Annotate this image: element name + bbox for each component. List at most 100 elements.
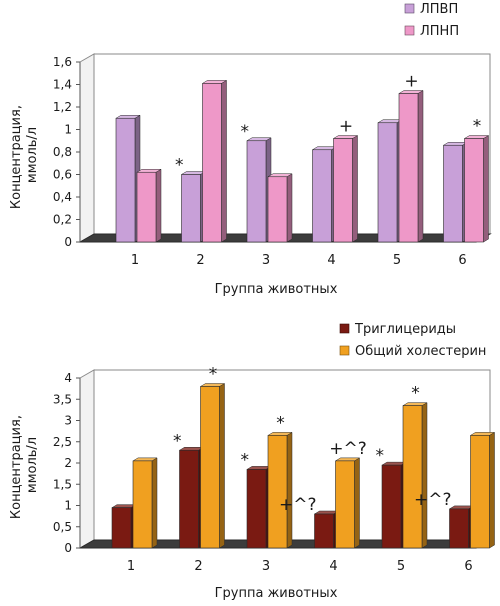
chart-1-bar [311, 146, 338, 243]
chart-1-category-label: 4 [327, 253, 335, 268]
chart-2-bar [199, 383, 226, 549]
chart-2-significance-mark: +^? [414, 490, 452, 510]
chart-2-bar [469, 431, 496, 549]
chart-2-bar-side [489, 431, 495, 549]
chart-2-category-label: 3 [262, 559, 270, 574]
chart-1-bar [267, 173, 293, 243]
chart-2-bar-front [381, 464, 402, 549]
chart-2-bar-side [286, 431, 293, 549]
chart-2-ylabel-line-2: ммоль/л [25, 437, 40, 493]
chart-1-bar-front [377, 122, 398, 243]
chart-2-bar [402, 402, 428, 549]
chart-2-ylabel-line-1: Концентрация, [9, 415, 24, 519]
chart-2-bar-front [132, 460, 153, 549]
legend-label-triglycerides: Триглицериды [354, 322, 456, 337]
chart-2-ylabel: Концентрация, ммоль/л [9, 411, 40, 519]
chart-1-ytick-label: 0,4 [53, 190, 72, 204]
chart-2-bar-front [449, 508, 469, 549]
chart-2-category-label: 6 [464, 559, 472, 574]
chart-1-side-wall [79, 53, 95, 243]
chart-2-significance-mark: * [376, 446, 385, 466]
chart-1-bar-side [417, 90, 424, 243]
chart-2-significance-mark: +^? [329, 439, 367, 459]
chart-2-significance-mark: +^? [279, 495, 317, 515]
chart-2-legend: Триглицериды Общий холестерин [339, 322, 486, 359]
chart-2-category-label: 4 [329, 559, 337, 574]
chart-1-ytick-label: 1,6 [53, 55, 72, 69]
chart-2-ytick-label: 0,5 [53, 520, 72, 534]
chart-1-bar [115, 114, 141, 243]
legend-swatch-ldl [404, 25, 415, 36]
chart-1-bar-front [443, 144, 463, 243]
chart-1-ylabel: Концентрация, ммоль/л [9, 101, 40, 209]
chart-1-ytick-label: 0,8 [53, 145, 72, 159]
chart-1-ytick-label: 1,4 [53, 78, 72, 92]
chart-2-significance-mark: * [411, 384, 420, 404]
chart-2-significance-mark: * [209, 365, 218, 385]
chart-1-significance-mark: * [241, 122, 250, 142]
chart-1-bar-front [202, 83, 222, 243]
legend-label-ldl: ЛПНП [420, 24, 459, 39]
chart-2-bar [111, 504, 137, 549]
chart-1-bar [180, 171, 207, 243]
chart-1-bar [201, 79, 228, 243]
chart-1-bar-front [398, 93, 419, 243]
chart-2-bar-side [421, 402, 428, 549]
chart-1-bar-side [221, 79, 227, 243]
chart-2-ytick-label: 1 [64, 499, 72, 513]
chart-1-bar [398, 90, 424, 243]
chart-1-significance-mark: * [473, 117, 482, 137]
chart-2-bar [246, 465, 272, 549]
chart-2-ytick-label: 2 [64, 456, 72, 470]
chart-2-significance-mark: * [276, 413, 285, 433]
chart-2-bar-front [314, 513, 334, 549]
chart-2-bar [448, 505, 475, 549]
chart-2-bar [381, 461, 407, 549]
chart-2-bar [178, 446, 205, 549]
chart-2-bar-front [200, 386, 220, 549]
chart-2-ytick-label: 3,5 [53, 392, 72, 406]
chart-2-xlabel: Группа животных [215, 586, 338, 601]
chart-1-bar [463, 135, 490, 243]
chart-1-ytick-label: 1,2 [53, 100, 72, 114]
chart-1-xlabel: Группа животных [215, 282, 338, 297]
chart-1-bar [136, 168, 162, 243]
legend-swatch-hdl [404, 3, 415, 14]
chart-2-significance-mark: * [241, 450, 250, 470]
chart-2-bar-side [151, 457, 158, 549]
chart-1-significance-mark: * [175, 156, 184, 176]
chart-2-side-wall [79, 369, 95, 549]
chart-2-bar-front [179, 449, 199, 549]
chart-1-bar-side [352, 135, 358, 243]
chart-2-bar-side [219, 383, 225, 549]
chart-1-ylabel-line-1: Концентрация, [9, 105, 24, 209]
chart-2-category-label: 1 [127, 559, 135, 574]
chart-2-ytick-label: 0 [64, 541, 72, 555]
chart-1-bar-front [333, 138, 353, 243]
chart-2-bar [334, 457, 361, 549]
chart-2-bar-front [111, 507, 132, 549]
chart-1-bar-front [181, 174, 201, 243]
chart-2-category-label: 2 [194, 559, 202, 574]
chart-1-bar-front [312, 149, 332, 243]
chart-1-ytick-label: 0,2 [53, 213, 72, 227]
chart-2-bar-front [335, 460, 355, 549]
chart-1-legend: ЛПВП ЛПНП [404, 2, 459, 39]
chart-1-bar [246, 137, 272, 243]
chart-1-bar-front [464, 138, 484, 243]
chart-1-bar-side [483, 135, 489, 243]
chart-2-category-label: 5 [397, 559, 405, 574]
chart-1-category-label: 6 [458, 253, 466, 268]
chart-2-ytick-label: 4 [64, 371, 72, 385]
chart-2-ytick-label: 2,5 [53, 435, 72, 449]
chart-1-bar-front [115, 117, 136, 243]
chart-1-ytick-label: 0 [64, 235, 72, 249]
chart-1-significance-mark: + [339, 117, 353, 137]
chart-2-ytick-label: 3 [64, 414, 72, 428]
chart-1-significance-mark: + [404, 72, 418, 92]
legend-label-hdl: ЛПВП [420, 2, 458, 17]
chart-2-bar [267, 431, 293, 549]
chart-1-category-label: 1 [131, 253, 139, 268]
chart-2-bar-front [402, 405, 423, 549]
chart-1-bar [332, 135, 359, 243]
